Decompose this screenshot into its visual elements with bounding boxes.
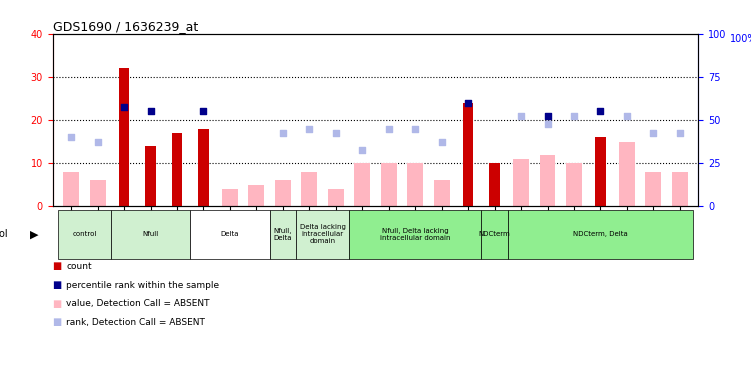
Point — [595, 108, 607, 114]
Point — [330, 130, 342, 136]
Point — [92, 139, 104, 145]
Point — [383, 126, 395, 132]
Text: ■: ■ — [53, 299, 62, 309]
Bar — [119, 68, 129, 206]
Bar — [172, 133, 182, 206]
Bar — [354, 163, 370, 206]
Y-axis label: 100%: 100% — [730, 34, 751, 44]
Text: percentile rank within the sample: percentile rank within the sample — [66, 280, 219, 290]
Bar — [198, 129, 209, 206]
Text: Nfull,
Delta: Nfull, Delta — [273, 228, 292, 241]
Text: NDCterm: NDCterm — [478, 231, 511, 237]
Bar — [566, 163, 582, 206]
Bar — [490, 163, 500, 206]
Bar — [249, 185, 264, 206]
Bar — [434, 180, 450, 206]
Bar — [145, 146, 155, 206]
Bar — [381, 163, 397, 206]
Text: ▶: ▶ — [29, 230, 38, 239]
Point — [674, 130, 686, 136]
Point — [118, 104, 130, 110]
Point — [144, 108, 156, 114]
Text: ■: ■ — [53, 261, 62, 271]
Text: ■: ■ — [53, 318, 62, 327]
Bar — [540, 154, 556, 206]
Point — [409, 126, 421, 132]
Point — [515, 112, 527, 118]
Text: rank, Detection Call = ABSENT: rank, Detection Call = ABSENT — [66, 318, 205, 327]
Text: ■: ■ — [53, 280, 62, 290]
Bar — [513, 159, 529, 206]
Point — [277, 130, 289, 136]
Text: control: control — [72, 231, 97, 237]
Bar — [63, 172, 79, 206]
FancyBboxPatch shape — [111, 210, 190, 259]
Point — [436, 139, 448, 145]
Bar — [222, 189, 238, 206]
Point — [647, 130, 659, 136]
Bar — [301, 172, 317, 206]
Text: Nfull, Delta lacking
intracellular domain: Nfull, Delta lacking intracellular domai… — [380, 228, 451, 241]
Text: protocol: protocol — [0, 230, 8, 239]
Text: Delta lacking
intracellular
domain: Delta lacking intracellular domain — [300, 224, 345, 245]
Point — [198, 108, 210, 114]
Point — [621, 112, 633, 118]
Text: GDS1690 / 1636239_at: GDS1690 / 1636239_at — [53, 20, 198, 33]
Bar — [463, 103, 473, 206]
FancyBboxPatch shape — [270, 210, 296, 259]
Point — [541, 122, 553, 128]
Bar — [328, 189, 344, 206]
Point — [462, 100, 474, 106]
Bar — [672, 172, 688, 206]
Point — [541, 112, 553, 118]
Bar — [596, 137, 606, 206]
Text: value, Detection Call = ABSENT: value, Detection Call = ABSENT — [66, 299, 210, 308]
FancyBboxPatch shape — [349, 210, 481, 259]
FancyBboxPatch shape — [190, 210, 270, 259]
Bar — [619, 142, 635, 206]
Text: count: count — [66, 262, 92, 271]
Bar — [275, 180, 291, 206]
Text: NDCterm, Delta: NDCterm, Delta — [573, 231, 628, 237]
Point — [356, 147, 368, 153]
Text: Delta: Delta — [221, 231, 239, 237]
FancyBboxPatch shape — [481, 210, 508, 259]
Text: Nfull: Nfull — [143, 231, 158, 237]
Bar — [89, 180, 105, 206]
Bar — [646, 172, 662, 206]
Bar — [407, 163, 423, 206]
Point — [303, 126, 315, 132]
FancyBboxPatch shape — [58, 210, 111, 259]
FancyBboxPatch shape — [508, 210, 693, 259]
Point — [568, 112, 580, 118]
Point — [65, 134, 77, 140]
FancyBboxPatch shape — [296, 210, 349, 259]
